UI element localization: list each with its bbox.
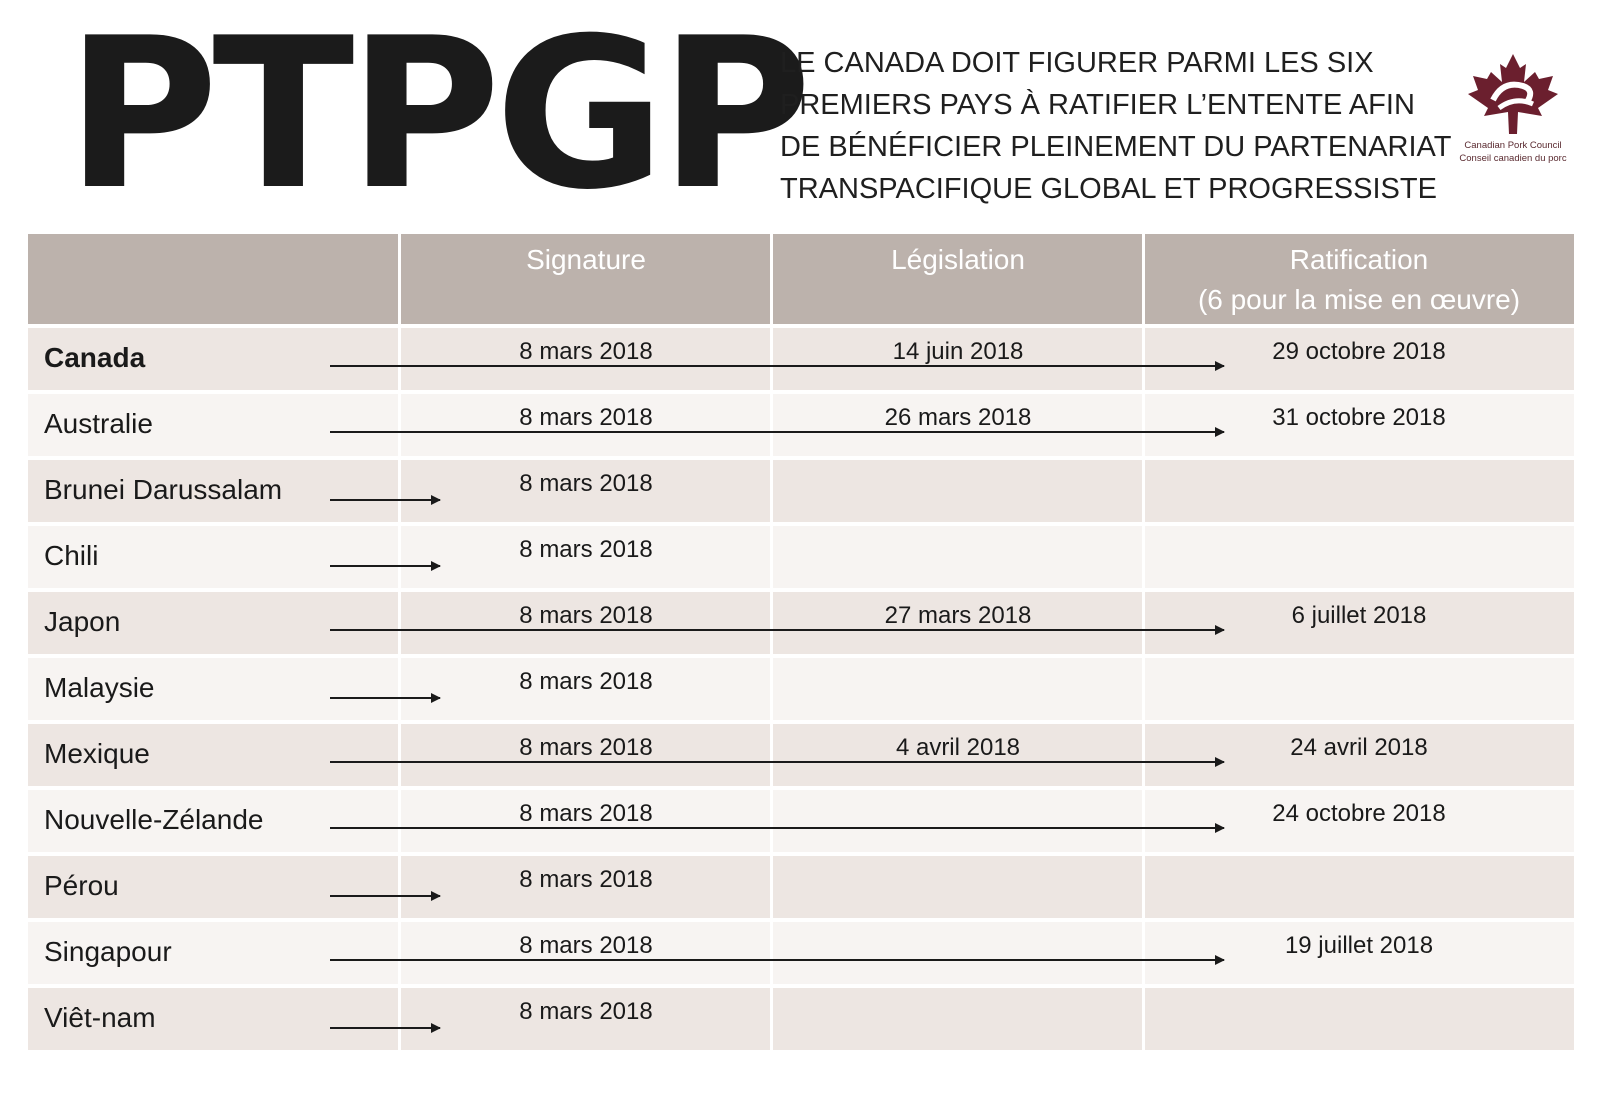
ratification-date: 19 juillet 2018 (1284, 932, 1434, 959)
signature-date: 8 mars 2018 (519, 338, 653, 365)
table-row: Malaysie 8 mars 2018 (28, 658, 1574, 723)
table-row: Mexique 8 mars 2018 4 avril 2018 24 avril 2… (28, 724, 1574, 789)
signature-date: 8 mars 2018 (519, 998, 653, 1025)
ratification-date: 6 juillet 2018 (1291, 602, 1427, 629)
table-row: Canada 8 mars 2018 14 juin 2018 29 octobre … (28, 328, 1574, 393)
signature-date: 8 mars 2018 (519, 668, 653, 695)
table-row: Viêt-nam 8 mars 2018 (28, 988, 1574, 1053)
table-row: Nouvelle-Zélande 8 mars 2018 24 octobre 20… (28, 790, 1574, 855)
row-divider (28, 456, 1574, 460)
subtitle-line: TRANSPACIFIQUE GLOBAL ET PROGRESSISTE (780, 173, 1437, 205)
signature-date: 8 mars 2018 (519, 734, 653, 761)
subtitle-line: LE CANADA DOIT FIGURER PARMI LES SIX (780, 47, 1374, 79)
maple-leaf-icon (1468, 54, 1558, 134)
country-name: Brunei Darussalam (44, 474, 283, 505)
country-name: Singapour (44, 936, 172, 967)
row-divider (28, 918, 1574, 922)
country-name: Nouvelle-Zélande (44, 804, 264, 835)
country-name: Viêt-nam (44, 1002, 156, 1033)
signature-date: 8 mars 2018 (519, 800, 653, 827)
country-name: Mexique (44, 738, 150, 769)
column-header-ratification: Ratification (6 pour la mise en œuvre) (1144, 234, 1574, 324)
brand-name-en: Canadian Pork Council (1464, 140, 1562, 151)
brand-logo: Canadian Pork Council Conseil canadien d… (1448, 52, 1578, 172)
legislation-date: 27 mars 2018 (884, 602, 1032, 629)
ratification-date: 24 octobre 2018 (1272, 800, 1446, 827)
legislation-date: 14 juin 2018 (892, 338, 1024, 365)
progress-arrows (330, 361, 1225, 1033)
country-name: Japon (44, 606, 121, 637)
table-row: Pérou 8 mars 2018 (28, 856, 1574, 921)
table-row: Brunei Darussalam 8 mars 2018 (28, 460, 1574, 525)
column-header-signature: Signature (400, 234, 772, 324)
table-row: Chili 8 mars 2018 (28, 526, 1574, 591)
country-name: Malaysie (44, 672, 155, 703)
row-divider (28, 390, 1574, 394)
ratification-date: 24 avril 2018 (1290, 734, 1428, 761)
table-row: Japon 8 mars 2018 27 mars 2018 6 juillet 20… (28, 592, 1574, 657)
country-name: Chili (44, 540, 99, 571)
signature-date: 8 mars 2018 (519, 404, 653, 431)
legislation-date: 26 mars 2018 (884, 404, 1032, 431)
column-header-legislation: Législation (772, 234, 1144, 324)
row-divider (28, 786, 1574, 790)
signature-date: 8 mars 2018 (519, 866, 653, 893)
row-divider (28, 654, 1574, 658)
legislation-date: 4 avril 2018 (895, 734, 1021, 761)
row-divider (28, 852, 1574, 856)
row-divider (28, 522, 1574, 526)
brand-name-fr: Conseil canadien du porc (1459, 153, 1567, 164)
header-empty-cell (28, 234, 400, 324)
table-row: Australie 8 mars 2018 26 mars 2018 31 octob… (28, 394, 1574, 459)
row-divider (28, 984, 1574, 988)
signature-date: 8 mars 2018 (519, 602, 653, 629)
country-name: Pérou (44, 870, 119, 901)
row-divider (28, 720, 1574, 724)
row-divider (28, 324, 1574, 328)
subtitle-line: PREMIERS PAYS À RATIFIER L’ENTENTE AFIN (780, 89, 1415, 121)
ratification-date: 31 octobre 2018 (1272, 404, 1446, 431)
signature-date: 8 mars 2018 (519, 932, 653, 959)
row-divider (28, 588, 1574, 592)
signature-date: 8 mars 2018 (519, 470, 653, 497)
page-title: PTPGP (66, 0, 812, 236)
subtitle-line: DE BÉNÉFICIER PLEINEMENT DU PARTENARIAT (780, 131, 1452, 163)
country-name: Australie (44, 408, 153, 439)
row-divider (28, 1050, 1574, 1054)
table-row: Singapour 8 mars 2018 19 juillet 2018 (28, 922, 1574, 987)
signature-date: 8 mars 2018 (519, 536, 653, 563)
country-name: Canada (44, 342, 146, 373)
ratification-date: 29 octobre 2018 (1272, 338, 1446, 365)
subtitle: LE CANADA DOIT FIGURER PARMI LES SIX PRE… (780, 42, 1452, 210)
